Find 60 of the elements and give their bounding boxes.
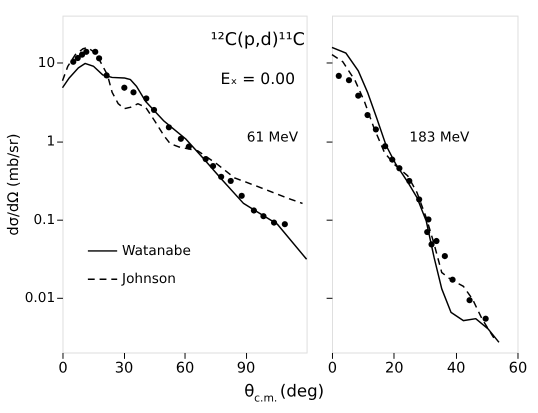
annotation: Eₓ = 0.00 bbox=[220, 70, 296, 88]
x-tick-label: 60 bbox=[176, 360, 194, 376]
point bbox=[346, 77, 352, 84]
point bbox=[130, 89, 137, 96]
point bbox=[466, 297, 473, 304]
point bbox=[433, 238, 440, 244]
point bbox=[202, 156, 209, 162]
point bbox=[364, 112, 371, 118]
annotation: 61 MeV bbox=[246, 130, 299, 146]
point bbox=[425, 216, 432, 222]
x-tick-label: 0 bbox=[328, 360, 338, 376]
point bbox=[389, 156, 396, 163]
point bbox=[210, 162, 216, 170]
x-tick-label: 0 bbox=[58, 360, 68, 376]
point bbox=[482, 316, 489, 322]
point bbox=[416, 196, 422, 203]
y-tick-label: 1 bbox=[46, 133, 56, 150]
point bbox=[104, 72, 110, 78]
point bbox=[150, 106, 158, 114]
x-tick-label: 60 bbox=[508, 360, 528, 376]
point bbox=[382, 143, 388, 150]
point bbox=[396, 165, 402, 172]
y-axis-title: dσ/dΩ (mb/sr) bbox=[4, 133, 22, 236]
point bbox=[228, 178, 234, 184]
point bbox=[406, 178, 412, 184]
point bbox=[143, 95, 150, 102]
point bbox=[336, 72, 342, 79]
point bbox=[355, 92, 362, 99]
point bbox=[70, 58, 76, 65]
point bbox=[372, 126, 379, 132]
point bbox=[260, 213, 267, 220]
y-tick-label: 0.1 bbox=[33, 212, 56, 228]
y-tick-label: 0.01 bbox=[24, 290, 56, 306]
annotation: 183 MeV bbox=[409, 130, 470, 146]
point bbox=[238, 192, 245, 199]
point bbox=[96, 55, 102, 62]
point bbox=[449, 276, 456, 283]
x-tick-label: 40 bbox=[446, 360, 466, 376]
point bbox=[250, 207, 257, 214]
x-tick-label: 20 bbox=[384, 360, 404, 376]
legend-label: Watanabe bbox=[122, 242, 191, 259]
point bbox=[121, 84, 128, 91]
x-tick-label: 90 bbox=[236, 360, 256, 376]
point bbox=[178, 136, 184, 142]
point bbox=[92, 48, 98, 55]
point bbox=[270, 220, 278, 226]
point bbox=[166, 124, 172, 130]
annotation: ¹²C(p,d)¹¹C bbox=[210, 30, 305, 50]
point bbox=[78, 52, 86, 58]
x-tick-label: 30 bbox=[114, 360, 134, 376]
point bbox=[424, 228, 430, 236]
point bbox=[74, 54, 81, 62]
legend-label: Johnson bbox=[121, 271, 176, 288]
point bbox=[428, 241, 435, 248]
y-tick-label: 10 bbox=[38, 55, 56, 72]
point bbox=[282, 221, 288, 228]
point bbox=[83, 48, 90, 55]
point bbox=[186, 144, 192, 150]
point bbox=[218, 174, 224, 180]
point bbox=[442, 253, 448, 260]
